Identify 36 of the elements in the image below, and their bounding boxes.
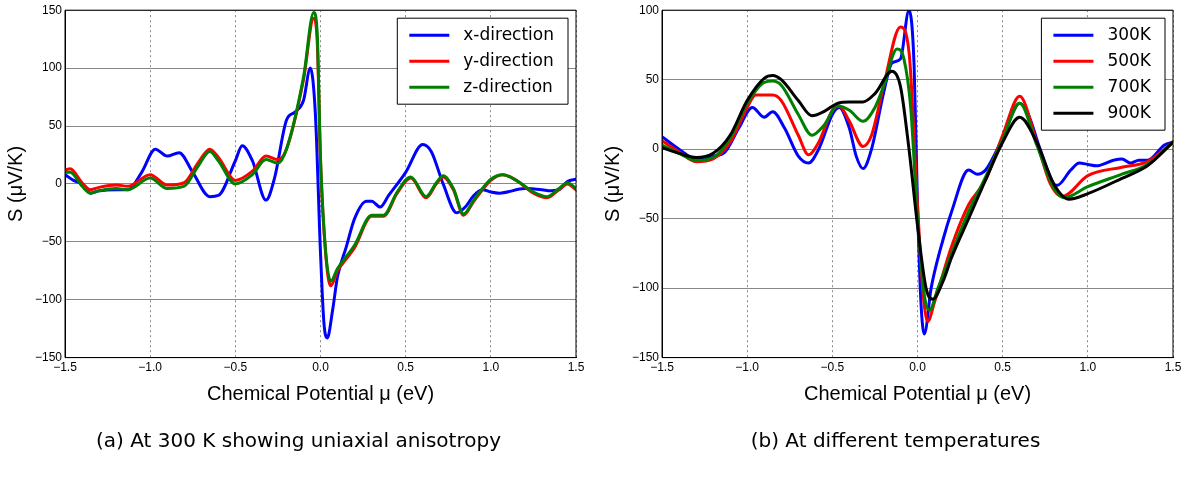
legend-label: 500K bbox=[1107, 49, 1152, 70]
x-tick-label: 1.0 bbox=[1079, 360, 1097, 375]
legend-label: 700K bbox=[1107, 75, 1152, 96]
legend-label: 900K bbox=[1107, 101, 1152, 122]
x-tick-label: 0.5 bbox=[994, 360, 1012, 375]
x-tick-label: 0.5 bbox=[397, 360, 415, 375]
x-tick-label: −0.5 bbox=[820, 360, 845, 375]
x-tick-label: 0.0 bbox=[909, 360, 927, 375]
x-tick-label: 0.0 bbox=[312, 360, 330, 375]
text: (a) At 300 K showing uniaxial anisotropy bbox=[95, 428, 502, 452]
y-tick-label: −100 bbox=[632, 280, 660, 295]
x-tick-label: 1.0 bbox=[482, 360, 500, 375]
y-tick-label: 0 bbox=[55, 176, 63, 191]
y-tick-label: 100 bbox=[639, 2, 660, 17]
x-tick-label: −0.5 bbox=[223, 360, 248, 375]
x-axis-title: Chemical Potential μ (eV) bbox=[803, 381, 1032, 404]
x-tick-label: −1.0 bbox=[138, 360, 163, 375]
x-tick-label: 1.5 bbox=[1164, 360, 1182, 375]
y-tick-label: 0 bbox=[652, 141, 660, 156]
x-tick-label: −1.0 bbox=[735, 360, 760, 375]
legend-label: y-direction bbox=[463, 49, 554, 70]
legend-label: x-direction bbox=[463, 23, 555, 44]
y-axis-title: S (μV/K) bbox=[3, 145, 26, 222]
y-tick-label: 50 bbox=[48, 118, 63, 133]
y-tick-label: 100 bbox=[42, 60, 63, 75]
legend-label: z-direction bbox=[463, 75, 553, 96]
x-tick-label: 1.5 bbox=[567, 360, 585, 375]
y-axis-title: S (μV/K) bbox=[600, 145, 623, 222]
x-axis-title: Chemical Potential μ (eV) bbox=[206, 381, 435, 404]
y-tick-label: 50 bbox=[645, 71, 660, 86]
y-tick-label: −50 bbox=[41, 234, 63, 249]
y-tick-label: −50 bbox=[638, 210, 660, 225]
text: (b) At different temperatures bbox=[749, 428, 1042, 452]
legend-label: 300K bbox=[1107, 23, 1152, 44]
y-tick-label: 150 bbox=[42, 2, 63, 17]
y-tick-label: −100 bbox=[35, 292, 63, 307]
